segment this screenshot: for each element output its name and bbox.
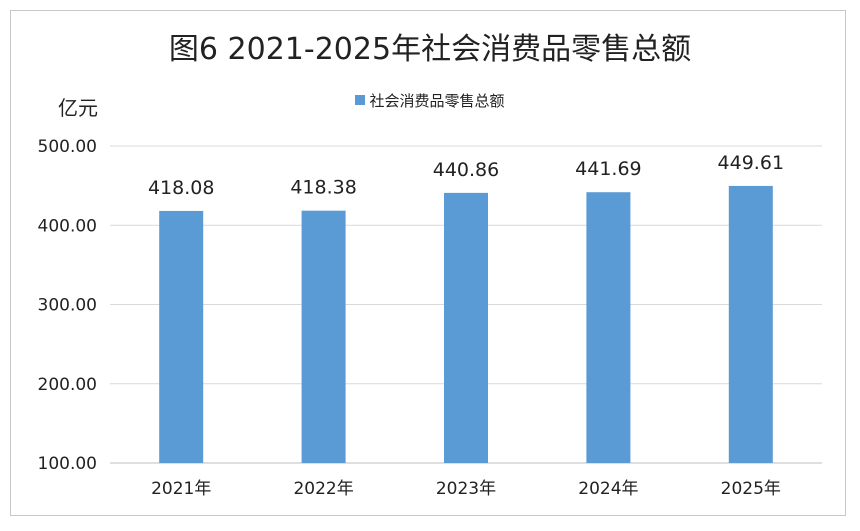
bar: [444, 192, 488, 463]
chart-title: 图6 2021-2025年社会消费品零售总额: [168, 32, 692, 67]
bar: [159, 210, 204, 463]
data-label: 441.69: [575, 158, 641, 180]
x-tick-label: 2021年: [151, 479, 211, 499]
data-label: 418.08: [148, 177, 214, 199]
y-tick-label: 400.00: [38, 216, 97, 236]
data-label: 440.86: [433, 159, 499, 181]
legend-swatch: [355, 95, 366, 105]
y-tick-label: 300.00: [38, 296, 97, 316]
y-tick-label: 200.00: [38, 375, 97, 395]
bar: [301, 210, 346, 463]
y-axis-unit-label: 亿元: [58, 96, 98, 120]
x-tick-label: 2023年: [436, 479, 496, 499]
y-tick-label: 100.00: [38, 454, 97, 474]
data-label: 418.38: [290, 177, 356, 199]
bar: [728, 185, 773, 463]
legend-entry: 社会消费品零售总额: [369, 92, 505, 110]
x-tick-label: 2024年: [578, 479, 638, 499]
y-tick-label: 500.00: [38, 137, 97, 157]
x-tick-label: 2025年: [721, 479, 781, 499]
data-label: 449.61: [718, 152, 784, 174]
chart-frame: [10, 10, 846, 516]
legend: 社会消费品零售总额: [0, 90, 860, 111]
x-tick-label: 2022年: [293, 479, 353, 499]
bar: [586, 192, 631, 463]
